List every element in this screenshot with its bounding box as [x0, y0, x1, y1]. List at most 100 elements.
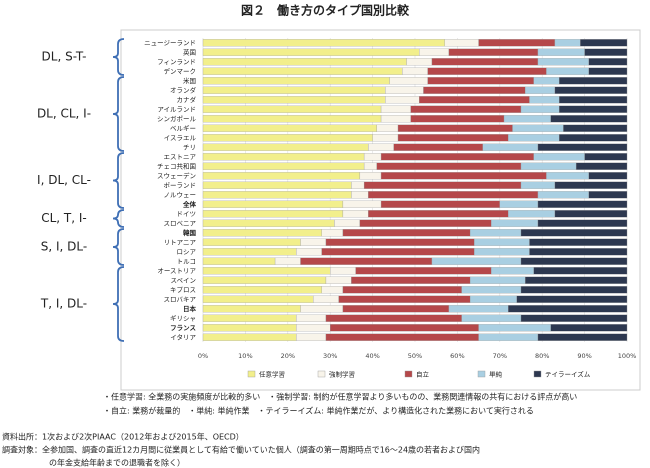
bar-segment — [508, 134, 560, 142]
bar-segment — [508, 210, 556, 218]
x-tick-label: 40% — [365, 352, 379, 360]
group-label: DL, S-T- — [42, 50, 87, 64]
bar-segment — [537, 333, 628, 341]
bar-segment — [482, 143, 539, 151]
y-tick-label: スペイン — [170, 276, 196, 284]
bar-segment — [359, 219, 492, 227]
bar-segment — [559, 105, 628, 113]
bar-segment — [202, 77, 390, 85]
bar-segment — [503, 115, 551, 123]
bar-segment — [202, 210, 344, 218]
y-tick-label: 英国 — [183, 47, 196, 56]
bar-segment — [202, 143, 369, 151]
bar-segment — [202, 238, 301, 246]
legend-swatch — [247, 370, 256, 378]
bar-segment — [202, 172, 361, 180]
y-tick-label: ロシア — [177, 248, 197, 256]
bar-segment — [423, 86, 526, 94]
bar-segment — [427, 77, 534, 85]
bar-segment — [584, 153, 628, 161]
legend-label: 任意学習 — [259, 370, 285, 379]
bar-segment — [385, 86, 424, 94]
bar-segment — [525, 276, 628, 284]
bar-segment — [202, 267, 331, 275]
bar-segment — [419, 96, 530, 104]
y-tick-label: イタリア — [170, 332, 196, 341]
chart-title: 図２ 働き方のタイプ国別比較 — [241, 3, 410, 18]
x-tick-label: 50% — [408, 352, 422, 360]
bar-segment — [474, 238, 530, 246]
bar-segment — [554, 181, 628, 189]
bar-segment — [546, 172, 589, 180]
group-brace — [112, 76, 125, 152]
bar-segment — [202, 124, 377, 132]
bar-segment — [202, 134, 373, 142]
bar-segment — [499, 200, 539, 208]
group-brace — [112, 209, 125, 228]
bar-segment — [588, 191, 628, 199]
bar-segment — [300, 238, 327, 246]
bar-segment — [419, 48, 450, 56]
bar-segment — [380, 153, 534, 161]
group-label: CL, T, I- — [41, 211, 87, 225]
y-tick-label: スロベニア — [164, 219, 197, 227]
bar-segment — [559, 96, 628, 104]
group-brace — [112, 38, 125, 76]
bar-segment — [588, 58, 628, 66]
y-tick-label: スロバキア — [164, 295, 197, 303]
bar-segment — [520, 181, 556, 189]
bar-segment — [529, 248, 628, 256]
bar-segment — [559, 134, 628, 142]
bar-segment — [563, 124, 628, 132]
bar-segment — [431, 257, 522, 265]
bar-segment — [537, 48, 585, 56]
y-tick-label: イスラエル — [164, 134, 197, 142]
bar-segment — [334, 219, 361, 227]
bar-segment — [380, 105, 411, 113]
y-tick-label: トルコ — [177, 257, 196, 265]
bar-segment — [330, 324, 479, 332]
x-tick-label: 0% — [198, 352, 208, 360]
bar-segment — [469, 295, 517, 303]
bar-segment — [372, 134, 399, 142]
bar-segment — [300, 257, 433, 265]
bar-segment — [300, 305, 344, 313]
bar-segment — [550, 324, 628, 332]
bar-segment — [342, 210, 369, 218]
bar-segment — [202, 305, 301, 313]
y-tick-label: エストニア — [164, 153, 197, 161]
bar-segment — [321, 286, 344, 294]
x-tick-label: 90% — [577, 352, 591, 360]
y-tick-label: ベルギー — [170, 124, 196, 132]
bar-segment — [397, 124, 513, 132]
y-tick-label: スウェーデン — [157, 171, 196, 180]
bar-segment — [342, 286, 462, 294]
y-tick-label: キプロス — [170, 286, 196, 294]
bar-segment — [537, 58, 589, 66]
legend-swatch — [477, 370, 486, 378]
x-tick-label: 10% — [238, 352, 252, 360]
x-tick-label: 20% — [281, 352, 295, 360]
bar-segment — [508, 305, 628, 313]
y-tick-label: オーストリア — [157, 267, 196, 275]
bar-segment — [202, 324, 297, 332]
bar-segment — [202, 229, 322, 237]
bar-segment — [529, 96, 560, 104]
bar-segment — [537, 200, 628, 208]
bar-segment — [402, 67, 428, 75]
bar-segment — [380, 172, 547, 180]
y-tick-label: チリ — [183, 143, 196, 151]
bar-segment — [296, 314, 327, 322]
bar-segment — [359, 172, 382, 180]
bar-segment — [478, 39, 556, 47]
bar-segment — [351, 191, 369, 199]
bar-segment — [525, 86, 556, 94]
y-tick-label: 米国 — [183, 76, 196, 85]
bar-segment — [351, 276, 471, 284]
x-tick-label: 100% — [618, 352, 637, 360]
bar-segment — [363, 153, 382, 161]
bar-segment — [342, 305, 450, 313]
legend-swatch — [533, 370, 542, 378]
bar-segment — [533, 267, 628, 275]
